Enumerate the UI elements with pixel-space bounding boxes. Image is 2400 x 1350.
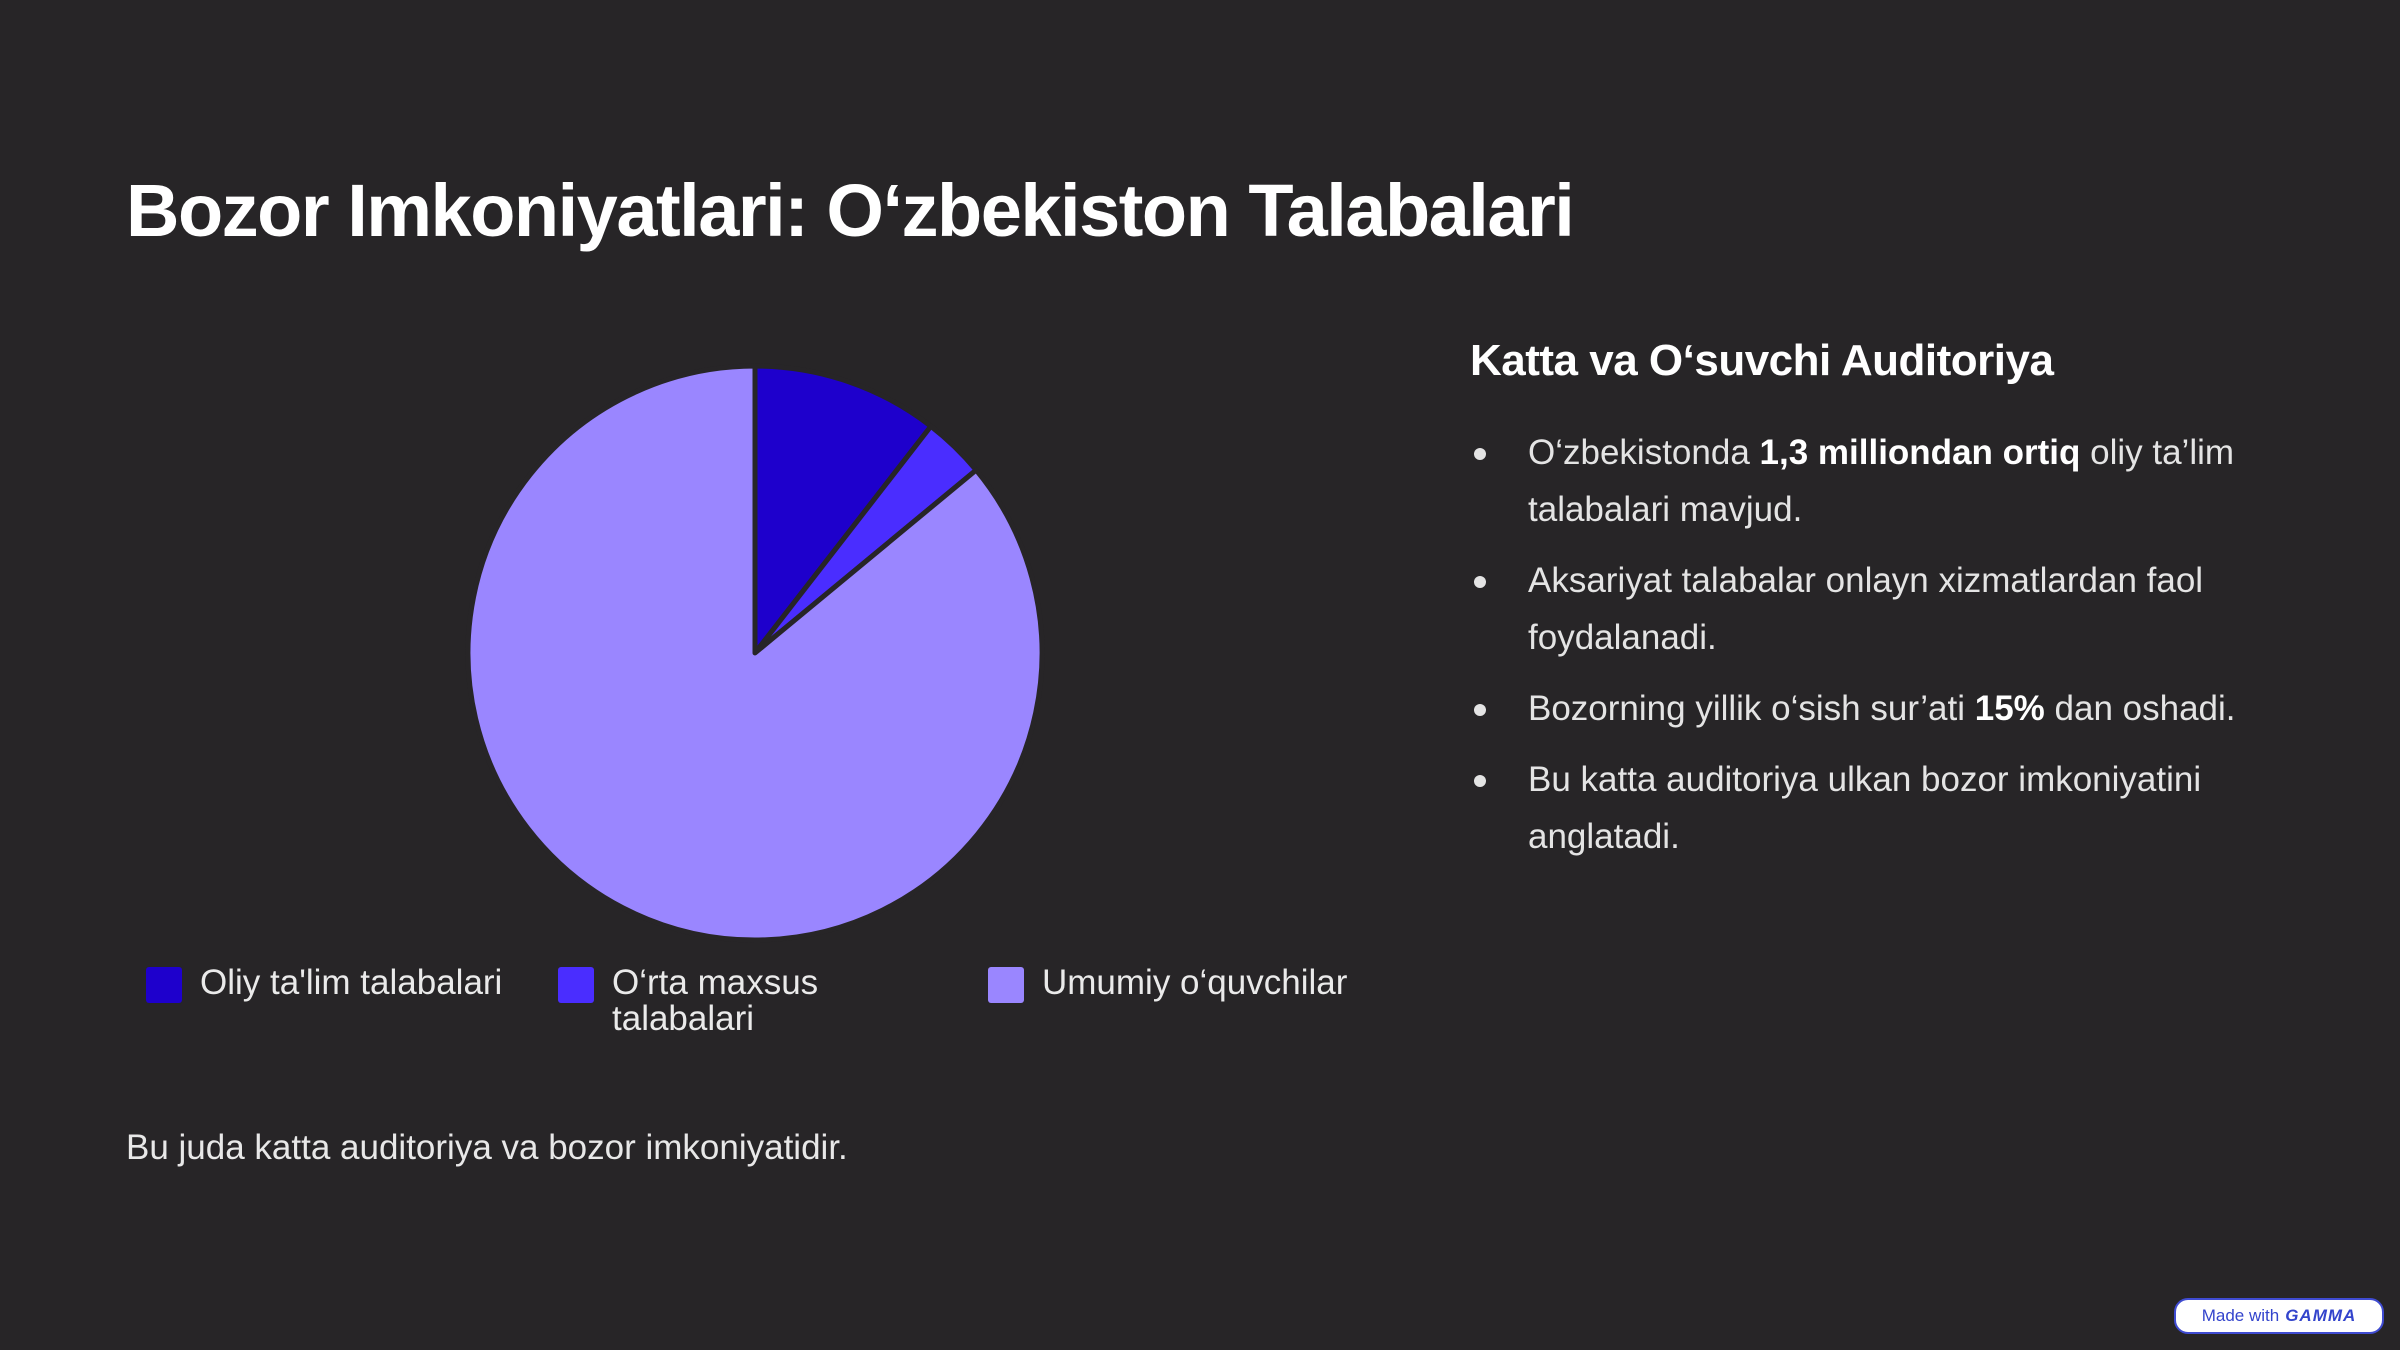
side-heading: Katta va O‘suvchi Auditoriya: [1470, 336, 2054, 385]
legend-item-orta: O‘rta maxsus talabalari: [558, 965, 858, 1037]
legend-swatch: [146, 967, 182, 1003]
badge-prefix: Made with: [2201, 1306, 2280, 1325]
legend-label: Oliy ta'lim talabalari: [200, 963, 503, 1002]
bullet-item: Bozorning yillik o‘sish sur’ati 15% dan …: [1470, 680, 2290, 737]
legend-swatch: [988, 967, 1024, 1003]
bullet-list: O‘zbekistonda 1,3 milliondan ortiq oliy …: [1470, 424, 2290, 865]
bullet-item: Bu katta auditoriya ulkan bozor imkoniya…: [1470, 751, 2290, 865]
made-with-gamma-badge[interactable]: Made with GAMMA: [2174, 1298, 2384, 1334]
pie-slice-2: [465, 363, 1045, 943]
bullet-item: Aksariyat talabalar onlayn xizmatlardan …: [1470, 552, 2290, 666]
side-panel: Katta va O‘suvchi Auditoriya O‘zbekiston…: [1470, 336, 2290, 879]
pie-slice-0: [752, 363, 934, 656]
legend-label: Umumiy o‘quvchilar: [1042, 963, 1348, 1002]
legend-label: O‘rta maxsus talabalari: [612, 963, 819, 1038]
gamma-logo: GAMMA: [2285, 1306, 2357, 1325]
pie-chart: [460, 358, 1050, 948]
bullet-item: O‘zbekistonda 1,3 milliondan ortiq oliy …: [1470, 424, 2290, 538]
legend-swatch: [558, 967, 594, 1003]
legend-item-oliy: Oliy ta'lim talabalari: [146, 965, 526, 1003]
chart-footnote: Bu juda katta auditoriya va bozor imkoni…: [126, 1128, 848, 1167]
page-title: Bozor Imkoniyatlari: O‘zbekiston Talabal…: [126, 169, 1575, 252]
pie-chart-svg: [465, 363, 1045, 943]
legend-item-umumiy: Umumiy o‘quvchilar: [988, 965, 1408, 1003]
